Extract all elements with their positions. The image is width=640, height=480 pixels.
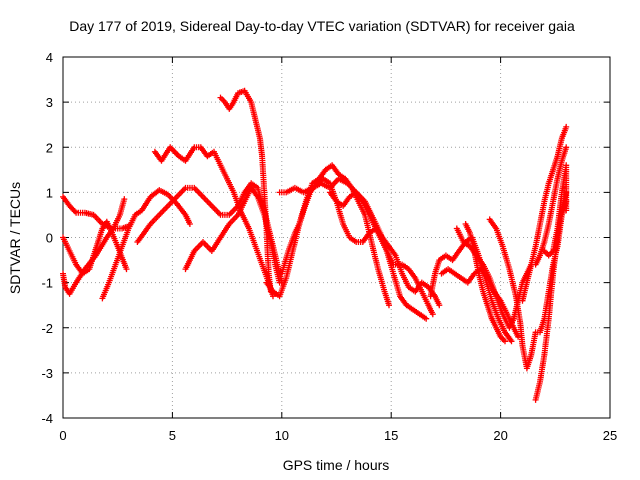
data-point-marks — [532, 144, 570, 268]
series-arc-21 — [541, 162, 570, 259]
data-marks — [60, 87, 570, 403]
y-tick-label: -2 — [41, 321, 53, 336]
x-tick-label: 25 — [603, 428, 617, 443]
x-tick-label: 10 — [275, 428, 289, 443]
data-point-marks — [541, 162, 570, 259]
series-arc-18 — [532, 189, 570, 403]
series-arc-6 — [151, 144, 276, 300]
data-point-marks — [60, 196, 128, 297]
data-point-marks — [532, 189, 570, 403]
series-arc-1 — [60, 196, 128, 297]
y-tick-label: -1 — [41, 276, 53, 291]
data-point-marks — [99, 187, 193, 302]
y-axis-label: SDTVAR / TECUs — [7, 182, 23, 294]
series-arc-19 — [532, 144, 570, 268]
x-tick-label: 5 — [169, 428, 176, 443]
x-axis-label: GPS time / hours — [283, 457, 390, 473]
data-point-marks — [217, 87, 274, 295]
data-point-marks — [151, 144, 276, 300]
data-point-marks — [519, 123, 570, 304]
y-tick-label: 4 — [46, 50, 53, 65]
chart-title: Day 177 of 2019, Sidereal Day-to-day VTE… — [69, 18, 575, 34]
series-arc-12 — [326, 189, 443, 309]
data-point-marks — [60, 218, 130, 277]
x-tick-label: 15 — [384, 428, 398, 443]
y-tick-label: 0 — [46, 231, 53, 246]
data-point-marks — [326, 189, 443, 309]
y-tick-label: 3 — [46, 95, 53, 110]
series-arc-20 — [519, 123, 570, 304]
series-arc-16 — [462, 221, 508, 345]
data-point-marks — [462, 221, 508, 345]
x-tick-label: 0 — [59, 428, 66, 443]
y-tick-label: 2 — [46, 140, 53, 155]
x-axis: 0 5 10 15 20 25 — [59, 57, 617, 443]
y-tick-label: -3 — [41, 366, 53, 381]
y-tick-label: -4 — [41, 411, 53, 426]
y-tick-label: 1 — [46, 185, 53, 200]
x-tick-label: 20 — [493, 428, 507, 443]
series-arc-8 — [217, 87, 274, 295]
y-axis: -4 -3 -2 -1 0 1 2 3 4 — [41, 50, 610, 426]
series-arc-4 — [99, 187, 193, 302]
series-arc-3 — [60, 218, 130, 277]
